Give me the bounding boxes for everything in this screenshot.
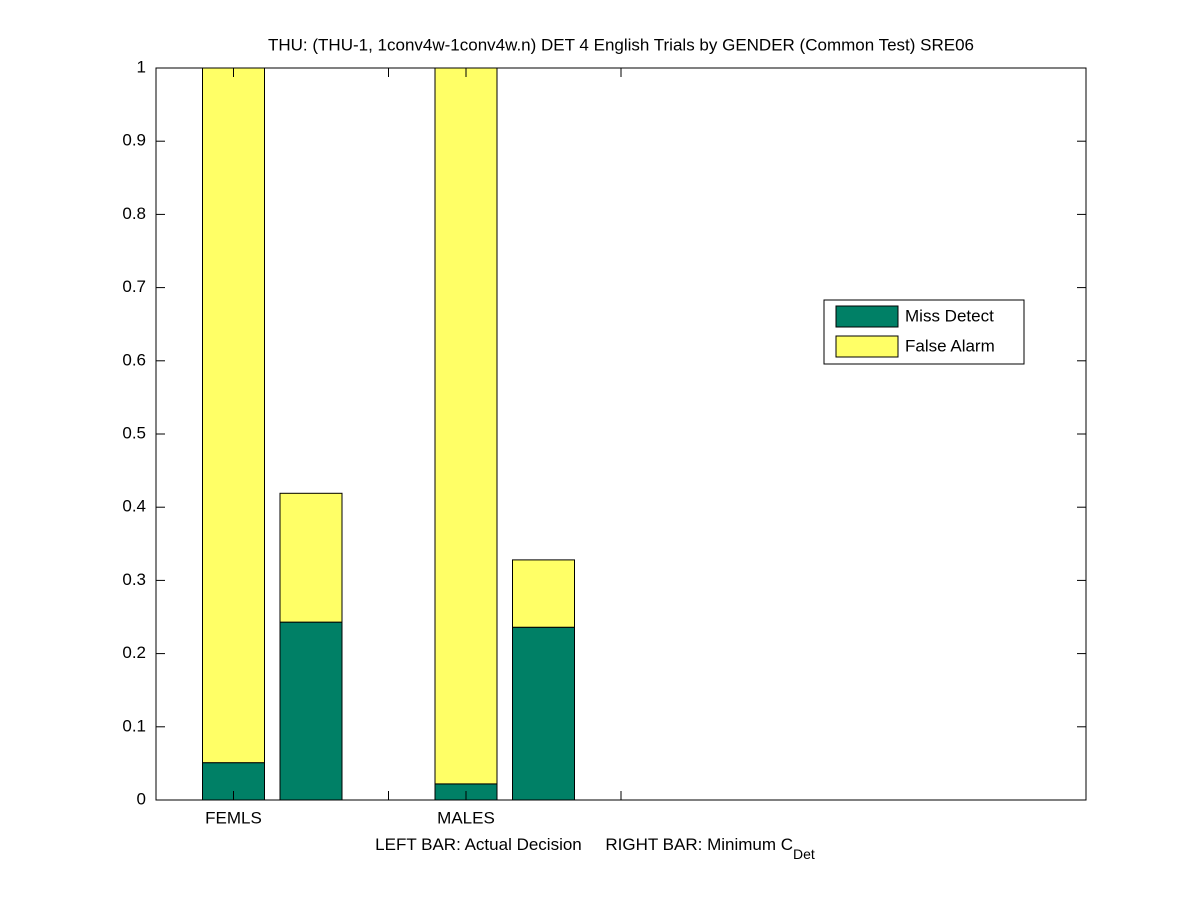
y-tick-label: 0.9 [122,131,146,150]
chart-title: THU: (THU-1, 1conv4w-1conv4w.n) DET 4 En… [268,35,974,54]
bars [202,68,575,800]
y-tick-label: 0.5 [122,423,146,442]
y-tick-label: 0.7 [122,277,146,296]
bar-segment [512,626,575,800]
legend-label: False Alarm [905,336,995,355]
bar-segment [434,68,498,785]
legend-swatch [835,305,899,328]
bar-segment [512,559,575,628]
y-tick-label: 0.8 [122,204,146,223]
x-axis-label-subscript: Det [793,846,815,862]
bar-segment [279,621,343,800]
bar-segment [279,492,343,623]
legend-label: Miss Detect [905,306,994,325]
y-tick-label: 0.4 [122,497,146,516]
x-axis-label: LEFT BAR: Actual Decision RIGHT BAR: Min… [375,835,815,861]
x-axis-label-main: LEFT BAR: Actual Decision RIGHT BAR: Min… [375,835,793,854]
bar-segment [202,68,265,764]
y-tick-label: 0.3 [122,570,146,589]
y-tick-label: 0 [137,789,146,808]
y-tick-label: 0.6 [122,350,146,369]
y-tick-label: 0.2 [122,643,146,662]
y-tick-label: 0.1 [122,716,146,735]
legend-swatch [835,335,899,358]
y-tick-label: 1 [137,57,146,76]
x-tick-label: FEMLS [205,808,262,827]
x-tick-label: MALES [437,808,495,827]
